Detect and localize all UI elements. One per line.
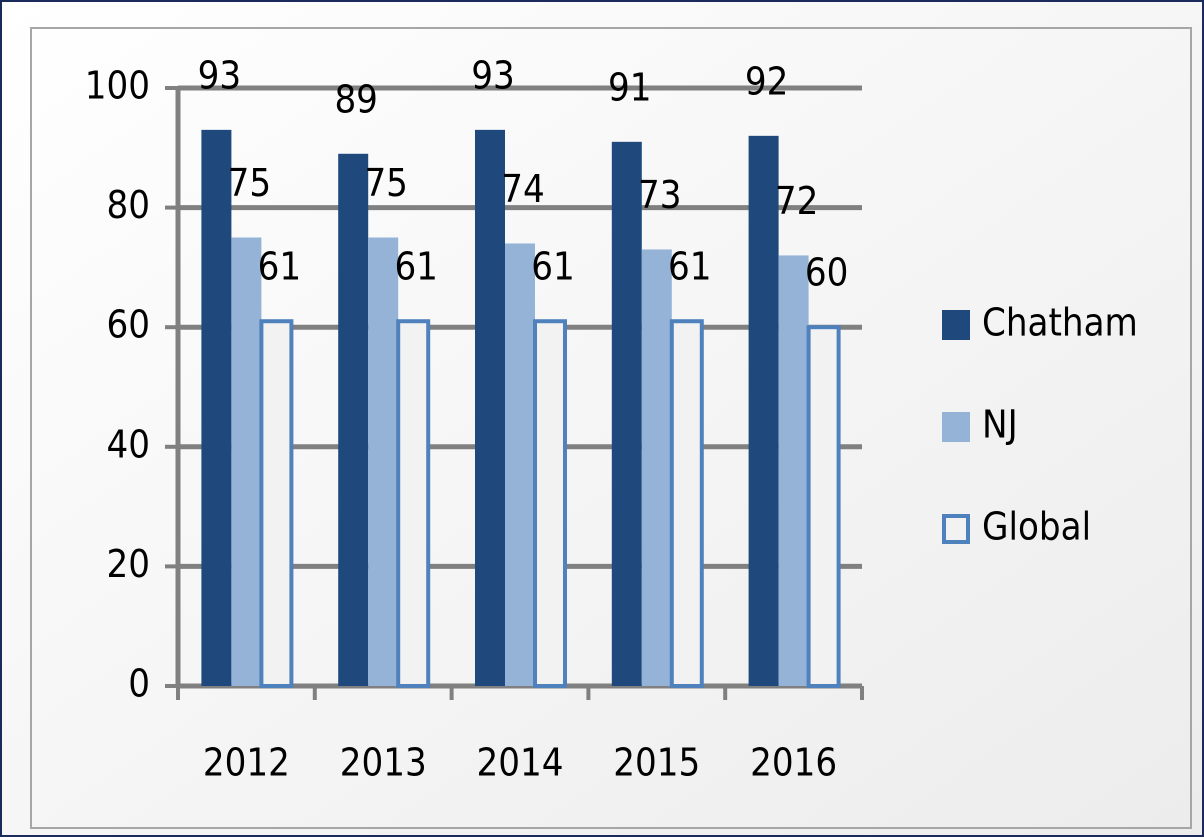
bar (533, 319, 567, 688)
bar (231, 237, 262, 686)
x-tick-label: 2013 (340, 741, 427, 785)
data-label: 75 (228, 161, 272, 205)
data-label: 89 (334, 77, 378, 121)
y-tick-label: 0 (128, 662, 150, 706)
data-label: 92 (745, 59, 789, 103)
bar (338, 153, 369, 686)
data-label: 75 (364, 161, 408, 205)
bar (396, 319, 431, 688)
bar (201, 129, 232, 687)
x-tick-label: 2012 (203, 741, 290, 785)
bar (641, 249, 672, 686)
data-label: 74 (501, 167, 545, 211)
bar (669, 319, 704, 688)
bar (475, 129, 505, 687)
bar (259, 319, 294, 688)
x-tick-label: 2014 (477, 741, 564, 785)
y-tick-label: 40 (107, 422, 151, 466)
legend-swatch (942, 412, 970, 442)
y-tick-label: 80 (107, 183, 151, 227)
x-tick-label: 2016 (750, 741, 837, 785)
bar (778, 255, 809, 686)
y-tick-label: 100 (85, 64, 150, 108)
bar (806, 325, 841, 688)
data-label: 61 (668, 245, 712, 289)
legend-label: NJ (982, 403, 1018, 447)
bar (368, 237, 399, 686)
bar (611, 141, 642, 686)
data-label: 93 (198, 53, 242, 97)
data-label: 61 (258, 245, 302, 289)
data-label: 60 (805, 251, 849, 295)
legend-swatch (942, 514, 970, 544)
x-tick-label: 2015 (613, 741, 700, 785)
bar (748, 135, 779, 687)
plot-frame (30, 27, 1192, 829)
data-label: 61 (394, 245, 438, 289)
y-tick-label: 60 (107, 303, 151, 347)
data-label: 72 (775, 179, 819, 223)
data-label: 91 (608, 65, 652, 109)
data-label: 61 (531, 245, 575, 289)
y-tick-label: 20 (107, 542, 151, 586)
legend-swatch (942, 310, 970, 340)
data-label: 93 (471, 53, 515, 97)
legend-label: Global (982, 505, 1091, 549)
data-label: 73 (638, 173, 682, 217)
bar (505, 243, 535, 687)
legend-label: Chatham (982, 301, 1138, 345)
